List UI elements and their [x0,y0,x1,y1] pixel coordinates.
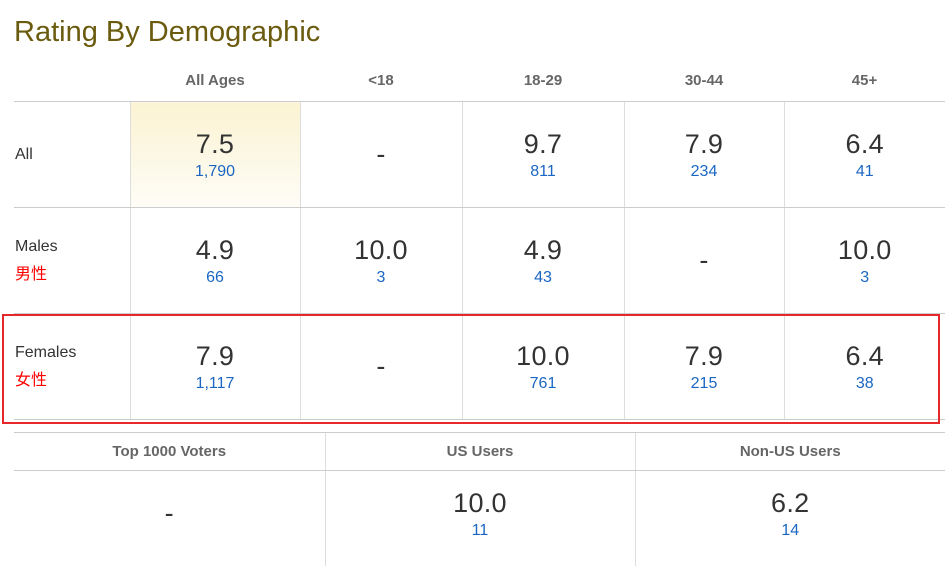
rating-value: 6.4 [845,128,884,159]
cell-all-all-ages: 7.5 1,790 [129,101,300,208]
rating-value: 10.0 [453,487,507,518]
row-label: Females [15,343,77,361]
rating-value: - [376,139,386,169]
row-label-cell-all: All [14,101,130,208]
cell-females-18-29: 10.0 761 [461,313,624,420]
rating-value: 4.9 [523,234,563,265]
votes-link[interactable]: 1,117 [195,374,235,392]
header-blank [14,69,130,102]
cell-all-under-18: - [299,101,462,208]
votes-link[interactable]: 3 [376,268,386,286]
votes-link[interactable]: 811 [530,162,556,180]
votes-link[interactable]: 14 [781,521,800,539]
cell-males-under-18: 10.0 3 [299,207,462,314]
cell-top-1000-voters: - [14,471,325,566]
rating-value: 6.2 [771,487,810,518]
cell-females-all-ages: 7.9 1,117 [129,313,300,420]
region-header-row: Top 1000 Voters US Users Non-US Users [14,432,945,471]
votes-link[interactable]: 1,790 [194,162,236,180]
rating-value: 9.7 [523,128,563,159]
votes-link[interactable]: 761 [529,374,557,392]
page-title: Rating By Demographic [14,16,321,48]
table-row-males: Males 男性 4.9 66 10.0 3 4.9 43 - 10.0 3 [14,207,945,314]
rating-value: 10.0 [516,340,570,371]
cell-females-30-44: 7.9 215 [623,313,784,420]
row-label: Males [15,237,58,255]
header-under-18: <18 [300,69,462,102]
cell-females-under-18: - [299,313,462,420]
cell-us-users: 10.0 11 [324,470,635,566]
header-top-1000-voters: Top 1000 Voters [14,432,325,471]
cell-males-18-29: 4.9 43 [461,207,624,314]
cell-females-45-plus: 6.4 38 [783,313,945,420]
table-row-all: All 7.5 1,790 - 9.7 811 7.9 234 6.4 41 [14,101,945,208]
demographic-header-row: All Ages <18 18-29 30-44 45+ [14,69,945,102]
votes-link[interactable]: 3 [860,268,870,286]
votes-link[interactable]: 38 [855,374,874,392]
votes-link[interactable]: 234 [690,162,718,180]
row-label: All [15,145,33,163]
votes-link[interactable]: 43 [534,268,552,286]
cell-all-30-44: 7.9 234 [623,101,784,208]
rating-value: 10.0 [837,234,892,265]
cell-non-us-users: 6.2 14 [634,470,945,566]
table-row-females: Females 女性 7.9 1,117 - 10.0 761 7.9 215 … [14,313,945,420]
header-45-plus: 45+ [784,69,945,102]
row-label-cell-males: Males 男性 [14,207,130,314]
region-data-row: - 10.0 11 6.2 14 [14,470,945,566]
header-all-ages: All Ages [130,69,300,102]
cell-all-45-plus: 6.4 41 [783,101,945,208]
votes-link[interactable]: 66 [206,268,224,286]
rating-value: - [376,351,386,381]
rating-value: 6.4 [845,340,884,371]
region-table: Top 1000 Voters US Users Non-US Users - … [14,432,945,566]
cell-males-30-44: - [623,207,784,314]
header-us-users: US Users [324,432,635,471]
row-label-annotation: 女性 [15,371,48,389]
rating-value: 10.0 [354,234,408,265]
rating-value: - [164,498,174,529]
header-30-44: 30-44 [624,69,784,102]
rating-value: 4.9 [195,234,235,265]
rating-value: 7.9 [684,128,724,159]
rating-value: 7.9 [684,340,724,371]
votes-link[interactable]: 215 [690,374,718,392]
header-18-29: 18-29 [462,69,624,102]
cell-males-45-plus: 10.0 3 [783,207,945,314]
row-label-cell-females: Females 女性 [14,313,130,420]
row-label-annotation: 男性 [15,265,48,283]
votes-link[interactable]: 41 [855,162,874,180]
cell-all-18-29: 9.7 811 [461,101,624,208]
votes-link[interactable]: 11 [471,521,489,539]
demographic-table: All Ages <18 18-29 30-44 45+ All 7.5 1,7… [14,69,945,420]
header-non-us-users: Non-US Users [634,432,945,471]
rating-value: 7.9 [195,340,235,371]
rating-value: 7.5 [195,128,235,159]
rating-value: - [699,245,709,275]
cell-males-all-ages: 4.9 66 [129,207,300,314]
